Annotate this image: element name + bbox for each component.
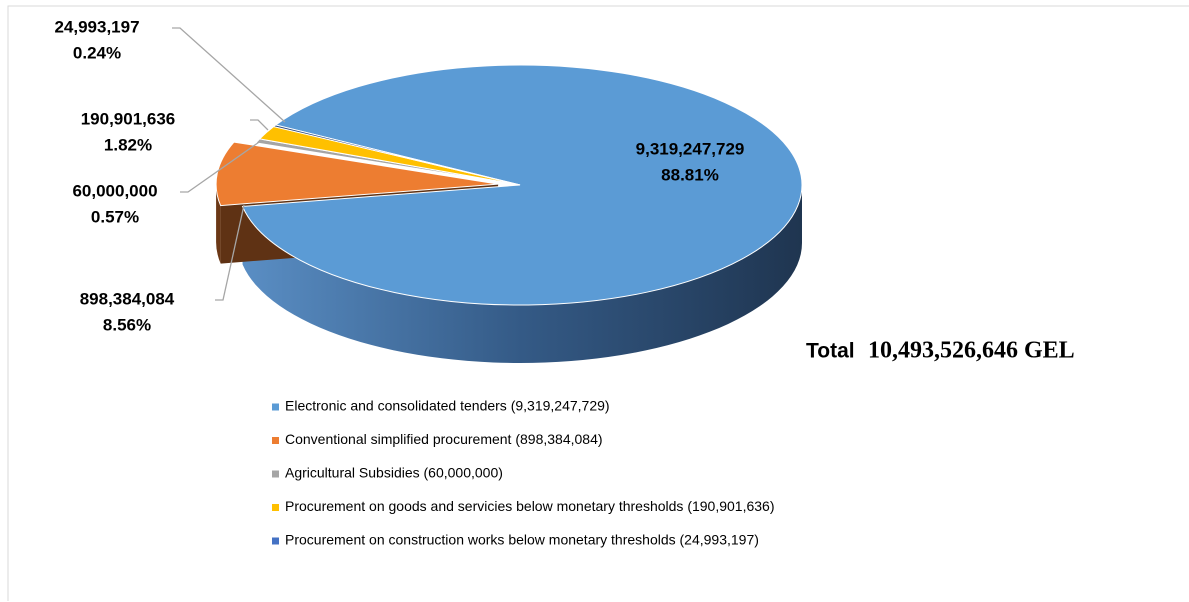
legend-label: Conventional simplified procurement (898… — [285, 431, 603, 447]
legend-label: Procurement on goods and servicies below… — [285, 498, 775, 514]
legend-swatch — [272, 437, 279, 444]
legend-swatch — [272, 470, 279, 478]
leader-line — [215, 204, 245, 301]
leader-line — [172, 27, 286, 123]
total-label: Total — [806, 340, 855, 363]
legend-label: Electronic and consolidated tenders (9,3… — [285, 398, 610, 414]
data-label: 8.56% — [103, 315, 151, 334]
frame — [7, 5, 1189, 601]
leader-line — [250, 119, 269, 131]
slice-side — [242, 185, 802, 363]
legend-label: Agricultural Subsidies (60,000,000) — [285, 465, 503, 481]
data-label: 88.81% — [661, 165, 719, 184]
legend-swatch — [272, 504, 279, 511]
data-label: 60,000,000 — [72, 181, 157, 200]
legend-label: Procurement on construction works below … — [285, 532, 759, 548]
slice — [272, 124, 521, 186]
data-label: 9,319,247,729 — [636, 139, 745, 158]
slice — [241, 64, 803, 306]
slice — [215, 141, 499, 207]
leader-line — [180, 139, 263, 193]
legend-swatch — [272, 537, 279, 545]
data-label: 1.82% — [104, 135, 152, 154]
data-label: 0.57% — [91, 207, 139, 226]
legend-swatch — [272, 403, 279, 411]
data-label: 24,993,197 — [54, 17, 139, 36]
total-value: 10,493,526,646 GEL — [868, 338, 1075, 364]
data-label: 898,384,084 — [80, 289, 175, 308]
data-label: 190,901,636 — [81, 109, 176, 128]
data-label: 0.24% — [73, 43, 121, 62]
